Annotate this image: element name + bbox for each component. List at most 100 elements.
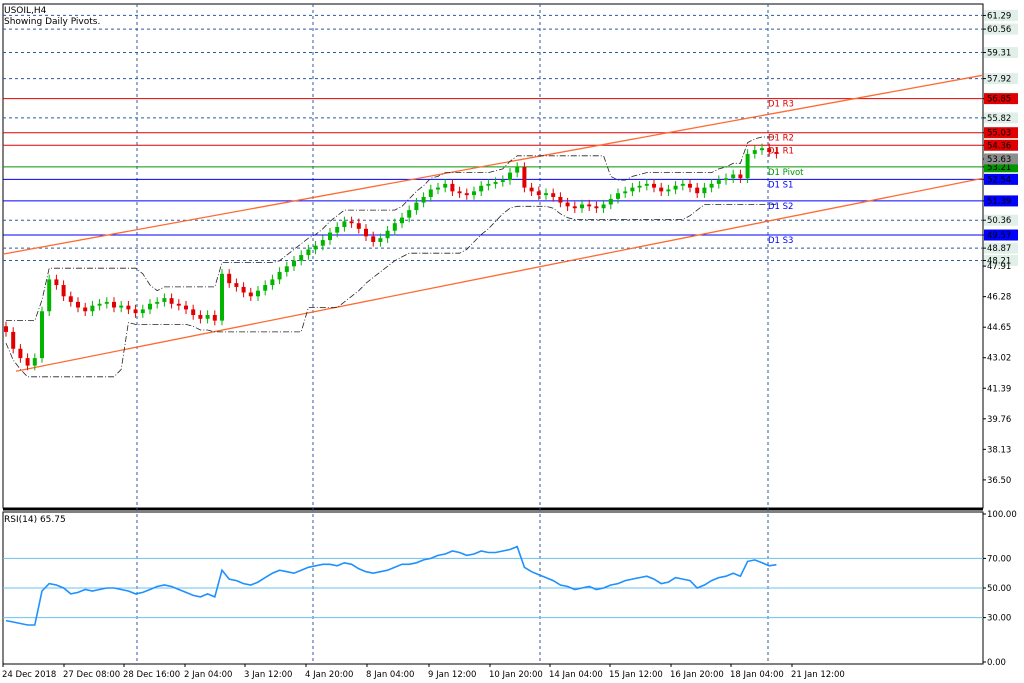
price-tick-17: 55.03 bbox=[987, 129, 1011, 139]
pivot-label-0: D1 R3 bbox=[768, 100, 794, 110]
candle-body-9 bbox=[68, 296, 73, 302]
channel-lower bbox=[15, 177, 984, 372]
price-tag-bg-19 bbox=[984, 93, 1018, 105]
time-tick-1: 27 Dec 08:00 bbox=[63, 670, 120, 680]
time-tick-6: 8 Jan 04:00 bbox=[366, 670, 414, 680]
candle-body-105 bbox=[760, 148, 764, 151]
price-tick-10: 49.57 bbox=[987, 231, 1011, 241]
candle-body-62 bbox=[450, 183, 455, 192]
price-tick-5: 44.65 bbox=[987, 323, 1011, 333]
candle-body-71 bbox=[515, 167, 520, 173]
candle-body-26 bbox=[191, 309, 196, 316]
candle-body-80 bbox=[580, 204, 584, 209]
price-tick-13: 52.54 bbox=[987, 175, 1011, 185]
price-tick-2: 39.76 bbox=[987, 415, 1011, 425]
candle-body-81 bbox=[587, 204, 592, 207]
rsi-tick-4: 0.00 bbox=[987, 658, 1006, 668]
pivot-lines bbox=[3, 98, 983, 236]
candle-body-36 bbox=[263, 285, 268, 291]
candle-body-50 bbox=[364, 228, 368, 237]
candle-body-4 bbox=[32, 358, 37, 366]
candle-body-73 bbox=[529, 187, 534, 192]
price-tick-9: 48.87 bbox=[987, 244, 1011, 254]
candle-body-11 bbox=[83, 307, 88, 312]
rsi-tick-2: 50.00 bbox=[987, 584, 1011, 594]
time-tick-2: 28 Dec 16:00 bbox=[123, 670, 180, 680]
candle-body-47 bbox=[342, 221, 347, 227]
time-tick-12: 18 Jan 04:00 bbox=[730, 670, 784, 680]
candle-body-66 bbox=[479, 185, 484, 192]
candle-body-49 bbox=[356, 223, 361, 229]
candle-body-15 bbox=[112, 301, 116, 308]
candle-body-1 bbox=[11, 331, 16, 349]
candle-body-0 bbox=[4, 326, 8, 332]
candle-body-97 bbox=[702, 187, 707, 194]
candle-body-72 bbox=[522, 167, 527, 188]
candle-body-34 bbox=[248, 292, 253, 297]
candle-body-42 bbox=[306, 249, 311, 256]
price-frame bbox=[2, 3, 984, 509]
price-tick-20: 57.92 bbox=[987, 75, 1011, 85]
price-tick-12: 51.39 bbox=[987, 197, 1011, 207]
symbol-title: USOIL,H4 bbox=[4, 6, 47, 16]
price-tick-3: 41.39 bbox=[987, 384, 1011, 394]
candle-body-2 bbox=[18, 348, 23, 359]
candle-body-69 bbox=[500, 180, 505, 182]
candle-body-20 bbox=[148, 303, 152, 310]
candle-body-92 bbox=[666, 189, 671, 192]
candle-body-106 bbox=[767, 148, 772, 153]
candle-body-32 bbox=[234, 283, 239, 287]
candle-body-19 bbox=[140, 309, 145, 314]
candle-body-78 bbox=[565, 202, 570, 207]
candle-body-25 bbox=[184, 305, 188, 310]
time-tick-10: 15 Jan 12:00 bbox=[609, 670, 663, 680]
pivot-label-4: D1 S1 bbox=[768, 180, 793, 190]
candle-body-85 bbox=[616, 193, 620, 199]
candle-body-27 bbox=[198, 315, 203, 319]
time-tick-5: 4 Jan 20:00 bbox=[305, 670, 353, 680]
candle-body-17 bbox=[126, 305, 131, 310]
candle-body-74 bbox=[536, 191, 541, 196]
price-tick-15: 53.63 bbox=[987, 155, 1011, 165]
candle-body-55 bbox=[400, 217, 404, 224]
candle-body-93 bbox=[673, 185, 678, 190]
grid bbox=[2, 3, 984, 665]
price-tick-16: 54.36 bbox=[987, 141, 1011, 151]
candle-body-52 bbox=[378, 238, 383, 242]
candle-body-75 bbox=[544, 193, 548, 196]
candle-body-10 bbox=[76, 301, 80, 308]
candle-body-45 bbox=[328, 232, 332, 241]
price-tag-bg-12 bbox=[984, 195, 1018, 207]
band-lower bbox=[5, 204, 777, 378]
candle-body-83 bbox=[601, 204, 606, 209]
trend-channel bbox=[2, 74, 984, 372]
candle-body-63 bbox=[457, 191, 462, 194]
candle-body-43 bbox=[313, 245, 318, 250]
price-tick-14: 53.21 bbox=[987, 163, 1011, 173]
price-tick-4: 43.02 bbox=[987, 354, 1011, 364]
price-tag-bg-21 bbox=[984, 47, 1018, 59]
price-tag-bg-20 bbox=[984, 73, 1018, 85]
candles bbox=[4, 143, 779, 371]
rsi-tick-3: 30.00 bbox=[987, 614, 1011, 624]
candle-body-70 bbox=[508, 172, 512, 181]
candle-body-24 bbox=[176, 303, 181, 306]
candle-body-22 bbox=[162, 298, 167, 302]
rsi-tick-0: 100.00 bbox=[987, 510, 1017, 520]
candle-body-3 bbox=[25, 358, 30, 366]
candle-body-91 bbox=[659, 187, 664, 192]
time-axis: 24 Dec 2018 27 Dec 08:00 28 Dec 16:00 2 Jan… bbox=[2, 664, 845, 680]
candle-body-57 bbox=[414, 202, 419, 211]
time-tick-13: 21 Jan 12:00 bbox=[791, 670, 845, 680]
candle-body-7 bbox=[54, 279, 59, 286]
candle-body-104 bbox=[752, 150, 757, 154]
candle-body-41 bbox=[299, 255, 304, 261]
time-tick-11: 16 Jan 20:00 bbox=[670, 670, 724, 680]
rsi-panel: 100.00 70.00 50.00 30.00 0.00 bbox=[3, 510, 1017, 668]
candle-body-82 bbox=[594, 206, 599, 209]
candle-body-88 bbox=[637, 185, 642, 188]
candle-body-90 bbox=[652, 183, 656, 188]
time-tick-3: 2 Jan 04:00 bbox=[184, 670, 232, 680]
candle-body-94 bbox=[680, 183, 685, 186]
